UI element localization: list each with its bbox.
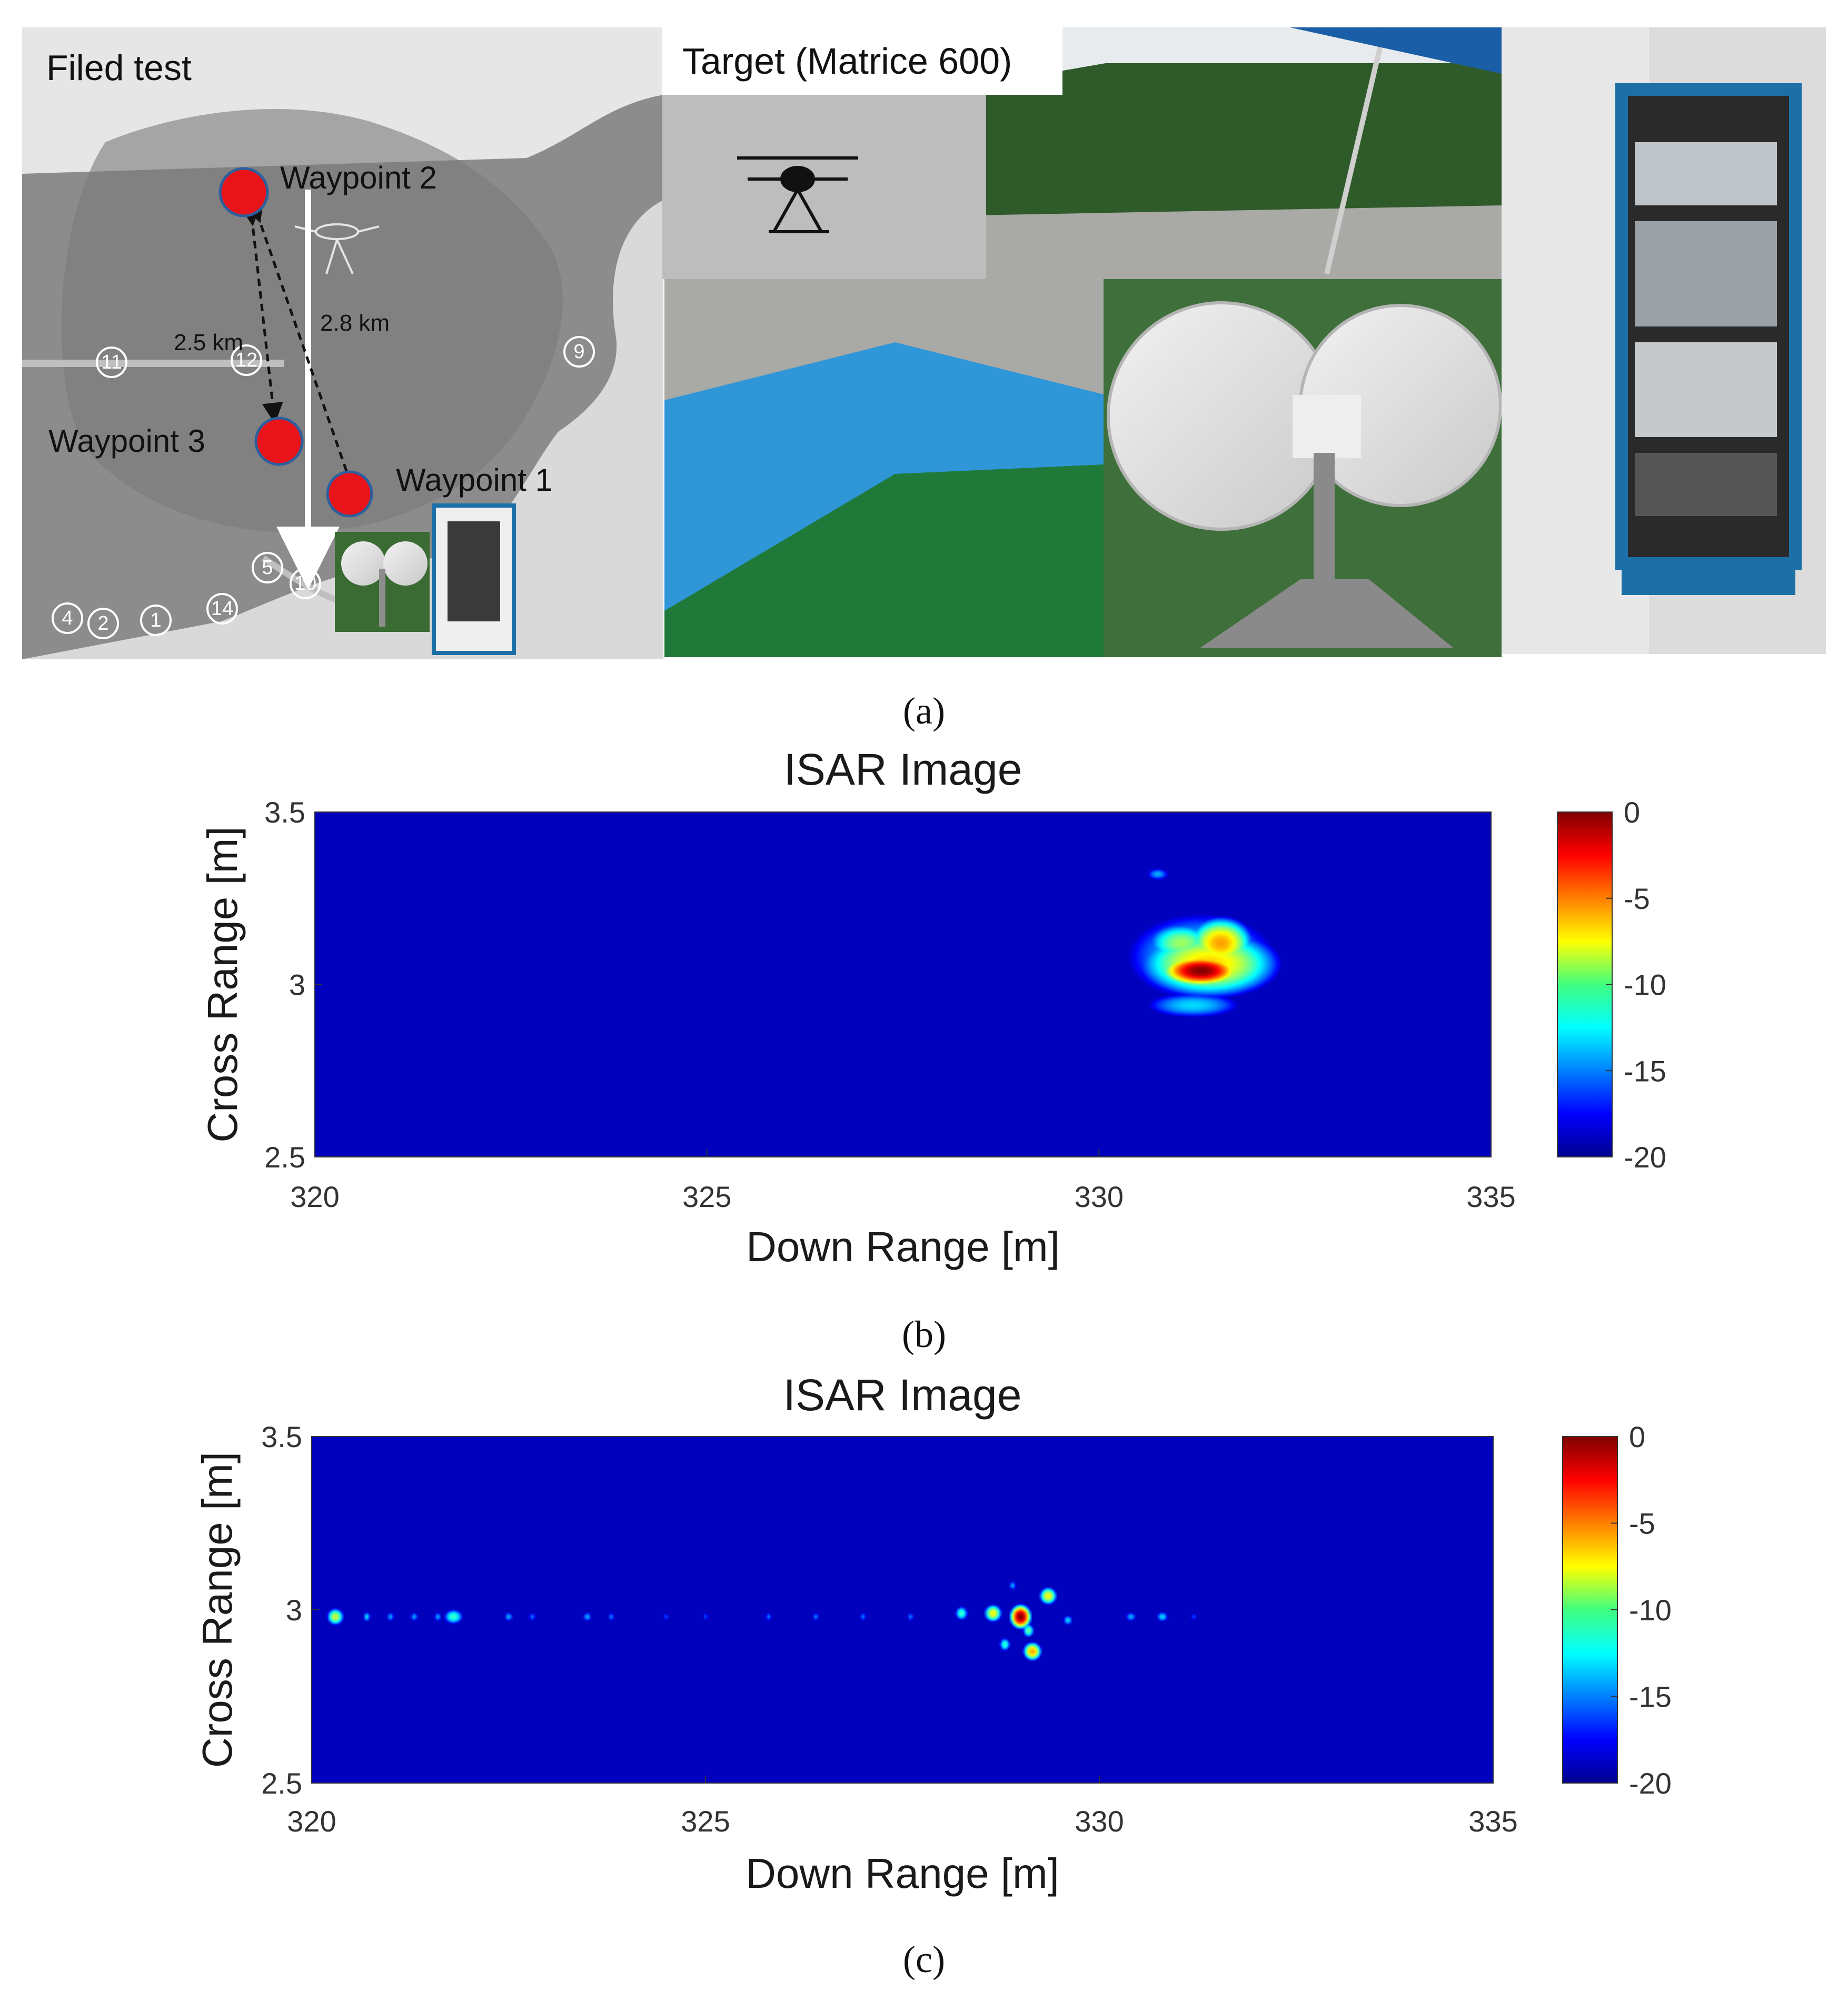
field-photo: Target (Matrice 600) <box>662 26 1502 657</box>
distance-label-2-5km: 2.5 km <box>174 330 243 355</box>
x-tick-label: 320 <box>287 1805 336 1838</box>
panel-caption: (b) <box>902 1313 946 1355</box>
colorbar-tick-label: 0 <box>1624 796 1640 829</box>
radar-inset-thumbnail <box>335 532 430 632</box>
isar-chart-b: ISAR Image 320 325 330 335 2.5 3 3.5 Down Range … <box>199 745 1666 1355</box>
distance-2-5km-arrow <box>240 204 283 424</box>
y-axis-label: Cross Range [m] <box>194 1452 241 1768</box>
map-label-ring <box>52 602 83 634</box>
drone-icon <box>294 223 380 274</box>
x-axis-label: Down Range [m] <box>746 1850 1059 1897</box>
radar-antenna-photo <box>1104 279 1502 657</box>
colorbar <box>1562 1436 1618 1784</box>
tent-canopy <box>1290 27 1502 74</box>
equipment-rack-photo <box>1502 27 1826 654</box>
waypoint-3-label: Waypoint 3 <box>48 423 205 459</box>
y-tick-label: 2.5 <box>264 1141 305 1174</box>
colorbar-tick-label: -10 <box>1629 1593 1672 1627</box>
rack-inset-thumbnail <box>432 503 516 655</box>
colorbar-tick-label: -15 <box>1624 1054 1666 1087</box>
x-tick-label: 330 <box>1075 1180 1124 1213</box>
x-tick-label: 325 <box>681 1805 730 1838</box>
map-label-ring <box>87 608 119 639</box>
x-tick-label: 325 <box>682 1180 731 1213</box>
colorbar-tick-label: 0 <box>1629 1420 1645 1453</box>
map-number-label: 1 <box>150 609 161 631</box>
map-label-ring <box>96 346 127 378</box>
colorbar-tick-label: -20 <box>1629 1767 1672 1800</box>
map-label-ring <box>563 336 595 368</box>
colorbar-tick-label: -5 <box>1629 1507 1655 1540</box>
absorber-cones <box>664 463 1127 657</box>
tent-pole <box>1324 26 1387 275</box>
drone-icon <box>737 156 858 233</box>
y-tick-label: 2.5 <box>261 1767 302 1800</box>
target-drone-inset <box>662 79 986 279</box>
waypoint-2-label: Waypoint 2 <box>280 160 437 195</box>
colorbar-tick-label: -10 <box>1624 968 1666 1002</box>
map-title: Filed test <box>46 48 192 88</box>
x-axis-label: Down Range [m] <box>746 1223 1060 1270</box>
isar-chart-c: ISAR Image 320 325 330 335 2.5 3 3.5 Down Range … <box>194 1370 1672 1981</box>
map-number-label: 5 <box>262 557 273 579</box>
y-tick-label: 3 <box>289 968 305 1002</box>
target-label: Target (Matrice 600) <box>682 41 1012 82</box>
waypoint-1-label: Waypoint 1 <box>396 462 553 498</box>
x-tick-label: 335 <box>1468 1805 1517 1838</box>
colorbar-tick-label: -15 <box>1629 1680 1672 1714</box>
heatmap-image <box>312 1437 1493 1783</box>
x-tick-label: 320 <box>290 1180 339 1213</box>
colorbar-tick-label: -5 <box>1624 882 1650 915</box>
map-number-label: 14 <box>211 598 233 620</box>
colorbar <box>1557 811 1613 1157</box>
map-label-ring <box>206 593 238 625</box>
map-number-label: 11 <box>101 351 122 373</box>
map-number-label: 10 <box>294 572 316 595</box>
chart-title: ISAR Image <box>784 745 1022 794</box>
y-tick-label: 3 <box>286 1593 302 1627</box>
map-number-label: 4 <box>62 607 73 629</box>
heatmap-image <box>315 812 1491 1157</box>
distance-label-2-8km: 2.8 km <box>320 310 390 336</box>
y-axis-label: Cross Range [m] <box>199 826 246 1142</box>
waypoint-3-marker <box>254 417 304 466</box>
y-tick-label: 3.5 <box>264 796 305 829</box>
y-tick-label: 3.5 <box>261 1420 302 1453</box>
map-number-label: 2 <box>97 612 108 635</box>
colorbar-tick-label: -20 <box>1624 1141 1666 1174</box>
target-label-bg <box>662 27 1062 95</box>
caption-a: (a) <box>903 690 945 732</box>
waypoint-2-marker <box>218 167 269 217</box>
panel-caption: (c) <box>903 1938 945 1981</box>
waypoint-1-marker <box>326 470 373 518</box>
chart-title: ISAR Image <box>783 1370 1022 1420</box>
map-number-label: 9 <box>573 341 584 363</box>
x-tick-label: 330 <box>1075 1805 1124 1838</box>
distance-2-8km-arrow <box>243 200 349 474</box>
x-tick-label: 335 <box>1466 1180 1515 1213</box>
forest-area <box>61 109 563 533</box>
map-label-ring <box>140 605 172 636</box>
